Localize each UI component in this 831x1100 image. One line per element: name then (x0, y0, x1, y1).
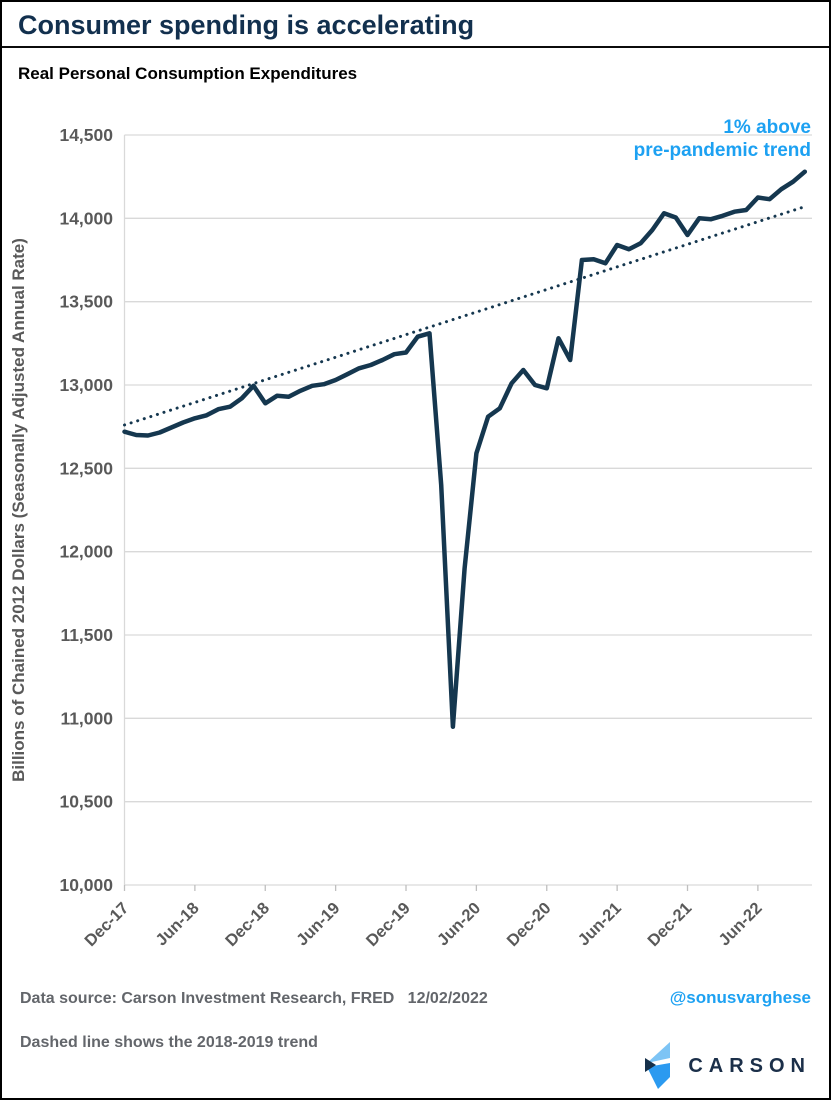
x-tick-label: Jun-19 (293, 899, 343, 949)
y-tick-label: 13,000 (59, 375, 113, 395)
y-tick-label: 13,500 (59, 292, 113, 312)
y-tick-label: 10,000 (59, 875, 113, 895)
page-title: Consumer spending is accelerating (18, 10, 475, 40)
dashed-line-note: Dashed line shows the 2018-2019 trend (20, 1034, 318, 1051)
carson-logo-icon (645, 1042, 671, 1089)
x-tick-label: Dec-17 (81, 899, 132, 950)
trend-dotted-line (123, 205, 807, 427)
y-tick-label: 14,000 (59, 208, 113, 228)
carson-logo: CARSON (644, 1042, 811, 1090)
chart-subtitle: Real Personal Consumption Expenditures (18, 64, 358, 83)
y-tick-label: 10,500 (59, 792, 113, 812)
trend-annotation-line2: pre-pandemic trend (633, 140, 811, 161)
x-tick-label: Dec-20 (504, 899, 555, 950)
carson-logo-text: CARSON (688, 1054, 811, 1077)
pce-line (122, 169, 808, 729)
x-tick-label: Dec-21 (644, 899, 695, 950)
x-tick-label: Jun-21 (575, 899, 625, 949)
trend-annotation: 1% above pre-pandemic trend (634, 116, 811, 162)
x-tick-label: Dec-18 (222, 899, 273, 950)
x-tick-label: Jun-22 (715, 899, 765, 949)
x-tick-label: Dec-19 (363, 899, 414, 950)
data-source-text: Data source: Carson Investment Research,… (20, 990, 488, 1007)
y-axis-title: Billions of Chained 2012 Dollars (Season… (9, 238, 28, 782)
title-divider (2, 46, 829, 48)
trend-annotation-line1: 1% above (723, 117, 811, 138)
x-tick-label: Jun-18 (152, 899, 202, 949)
y-tick-label: 14,500 (59, 125, 113, 145)
y-tick-label: 11,500 (60, 625, 113, 645)
y-tick-label: 12,500 (59, 458, 113, 478)
twitter-handle: @sonusvarghese (669, 988, 811, 1007)
y-tick-label: 11,000 (60, 708, 113, 728)
y-tick-label: 12,000 (59, 542, 113, 562)
x-tick-label: Jun-20 (434, 899, 484, 949)
